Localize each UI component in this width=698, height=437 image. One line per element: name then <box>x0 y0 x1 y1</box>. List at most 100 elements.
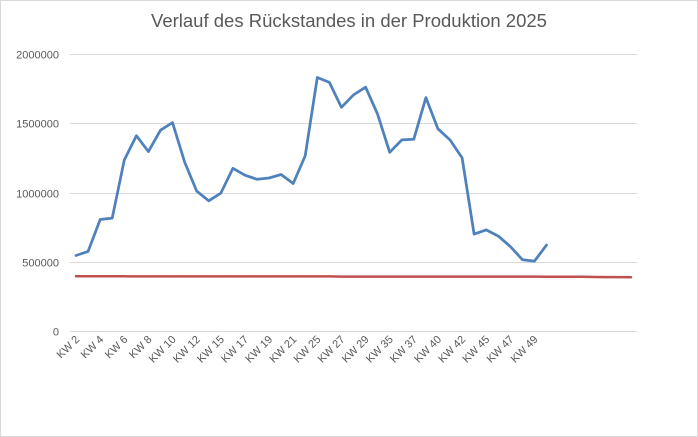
data-point <box>509 245 512 248</box>
data-point <box>594 276 596 278</box>
data-point <box>147 275 150 278</box>
data-point <box>521 275 524 278</box>
data-point <box>497 235 500 237</box>
data-point <box>364 86 367 88</box>
data-point <box>304 155 307 157</box>
data-point <box>232 167 234 170</box>
y-axis: 0 500000 1000000 1500000 2000000 <box>16 50 59 339</box>
data-point <box>569 275 572 278</box>
data-point <box>135 134 138 137</box>
data-point <box>473 233 475 235</box>
data-point <box>256 275 258 278</box>
gridlines <box>70 54 637 332</box>
data-point <box>232 275 234 278</box>
y-tick-label: 1500000 <box>16 119 59 131</box>
data-point <box>352 275 355 278</box>
x-tick-label: KW 49 <box>509 334 541 366</box>
series-line-1 <box>74 76 548 263</box>
data-point <box>485 275 488 278</box>
x-tick-label: KW 6 <box>103 334 131 362</box>
y-tick-label: 1000000 <box>16 189 59 201</box>
data-point <box>207 275 210 278</box>
data-point <box>220 192 222 194</box>
data-point <box>268 275 270 278</box>
data-point <box>280 275 282 278</box>
data-point <box>461 275 463 278</box>
data-point <box>401 139 403 141</box>
data-point <box>376 113 379 115</box>
data-point <box>425 96 427 99</box>
data-point <box>207 200 210 202</box>
data-point <box>159 129 162 131</box>
data-point <box>183 275 186 278</box>
data-point <box>449 275 451 278</box>
data-point <box>147 150 150 153</box>
data-point <box>75 275 77 278</box>
data-point <box>437 275 439 278</box>
data-point <box>135 275 138 278</box>
data-point <box>388 275 391 278</box>
data-point <box>533 275 536 278</box>
data-point <box>545 275 548 278</box>
data-point <box>328 81 331 84</box>
data-point <box>509 275 512 278</box>
data-point <box>473 275 475 278</box>
series-lines <box>74 76 633 279</box>
data-point <box>304 275 307 278</box>
data-point <box>123 159 126 161</box>
data-point <box>449 139 451 141</box>
data-point <box>220 275 222 278</box>
data-point <box>292 182 295 185</box>
y-tick-label: 500000 <box>22 258 59 270</box>
data-point <box>376 275 379 278</box>
data-point <box>606 276 608 278</box>
data-point <box>413 275 415 278</box>
data-point <box>497 275 500 278</box>
data-point <box>340 106 343 109</box>
data-point <box>437 128 439 130</box>
data-point <box>195 275 198 278</box>
data-point <box>401 275 403 278</box>
data-point <box>545 244 548 246</box>
data-point <box>268 177 270 179</box>
data-point <box>328 275 331 278</box>
data-point <box>256 178 258 181</box>
data-point <box>533 260 536 262</box>
data-point <box>485 229 488 231</box>
chart-title: Verlauf des Rückstandes in der Produktio… <box>151 10 547 31</box>
y-tick-label: 0 <box>53 327 59 339</box>
data-point <box>99 275 101 278</box>
data-point <box>111 275 113 278</box>
y-tick-label: 2000000 <box>16 50 59 62</box>
data-point <box>171 275 174 278</box>
data-point <box>123 275 126 278</box>
data-point <box>364 275 367 278</box>
data-point <box>618 276 620 278</box>
data-point <box>316 76 319 79</box>
data-point <box>111 217 113 219</box>
data-point <box>280 173 282 176</box>
data-point <box>521 258 524 261</box>
data-point <box>87 250 89 253</box>
data-point <box>159 275 162 278</box>
data-point <box>316 275 319 278</box>
data-point <box>195 190 198 192</box>
data-point <box>340 275 343 278</box>
data-point <box>388 151 391 154</box>
x-tick-label: KW 4 <box>79 334 107 362</box>
data-point <box>413 138 415 140</box>
data-point <box>171 121 174 124</box>
data-point <box>461 157 463 159</box>
data-point <box>425 275 427 278</box>
data-point <box>244 174 246 176</box>
data-point <box>183 161 186 163</box>
data-point <box>557 275 560 278</box>
data-point <box>87 275 89 278</box>
data-point <box>99 218 101 221</box>
data-point <box>352 94 355 96</box>
data-point <box>292 275 295 278</box>
data-point <box>244 275 246 278</box>
